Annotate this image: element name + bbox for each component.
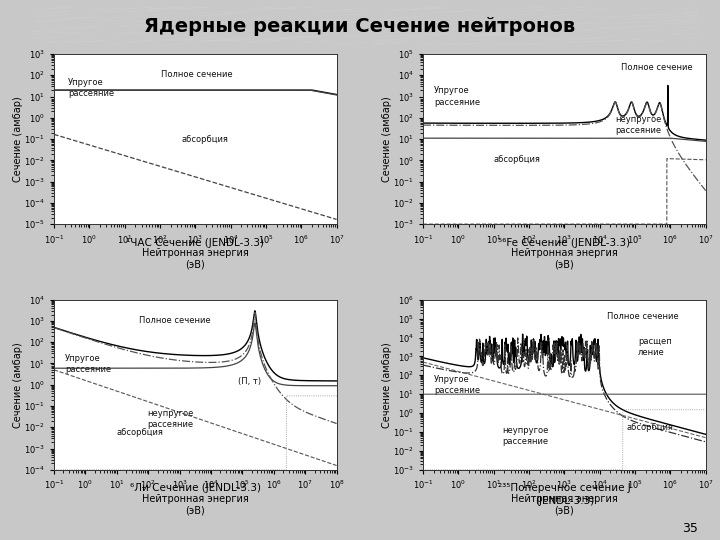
Text: Упругое
рассеяние: Упругое рассеяние [66,354,112,374]
Text: ⁶Ли Сечение (JENDL-3.3): ⁶Ли Сечение (JENDL-3.3) [130,483,261,494]
Text: Полное сечение: Полное сечение [139,315,210,325]
Text: абсорбция: абсорбция [626,423,673,432]
X-axis label: Нейтронная энергия
(эВ): Нейтронная энергия (эВ) [511,494,618,516]
Text: Полное сечение: Полное сечение [621,63,693,72]
Text: Ядерные реакции Сечение нейтронов: Ядерные реакции Сечение нейтронов [145,17,575,36]
Y-axis label: Сечение (амбар): Сечение (амбар) [12,96,22,182]
Text: Упругое
рассеяние: Упругое рассеяние [68,78,114,98]
Y-axis label: Сечение (амбар): Сечение (амбар) [12,342,22,428]
Text: абсорбция: абсорбция [181,134,228,144]
X-axis label: Нейтронная энергия
(эВ): Нейтронная энергия (эВ) [511,248,618,270]
Text: ⁵⁶Fe Сечение (JENDL-3.3): ⁵⁶Fe Сечение (JENDL-3.3) [498,238,631,248]
Text: неупругое
рассеяние: неупругое рассеяние [148,409,194,429]
Text: Упругое
рассеяние: Упругое рассеяние [434,86,480,106]
Text: неупругое
рассеяние: неупругое рассеяние [502,426,549,446]
Text: расщеп
ление: расщеп ление [638,338,672,357]
Text: абсорбция: абсорбция [116,428,163,437]
Text: ²³⁵Поперечное сечение J
(JENDL-3.3): ²³⁵Поперечное сечение J (JENDL-3.3) [498,483,631,507]
Y-axis label: Сечение (амбар): Сечение (амбар) [382,342,392,428]
Text: Упругое
рассеяние: Упругое рассеяние [434,375,480,395]
Text: неупругое
рассеяние: неупругое рассеяние [615,116,662,136]
Y-axis label: Сечение (амбар): Сечение (амбар) [382,96,392,182]
X-axis label: Нейтронная энергия
(эВ): Нейтронная энергия (эВ) [142,248,248,270]
Text: Полное сечение: Полное сечение [607,312,678,321]
X-axis label: Нейтронная энергия
(эВ): Нейтронная энергия (эВ) [142,494,248,516]
Text: 35: 35 [683,522,698,535]
Text: Полное сечение: Полное сечение [161,70,233,79]
Text: (П, т): (П, т) [238,377,261,386]
Text: абсорбция: абсорбция [494,155,541,164]
Text: ¹ЧАС Сечение (JENDL-3.3): ¹ЧАС Сечение (JENDL-3.3) [126,238,264,248]
